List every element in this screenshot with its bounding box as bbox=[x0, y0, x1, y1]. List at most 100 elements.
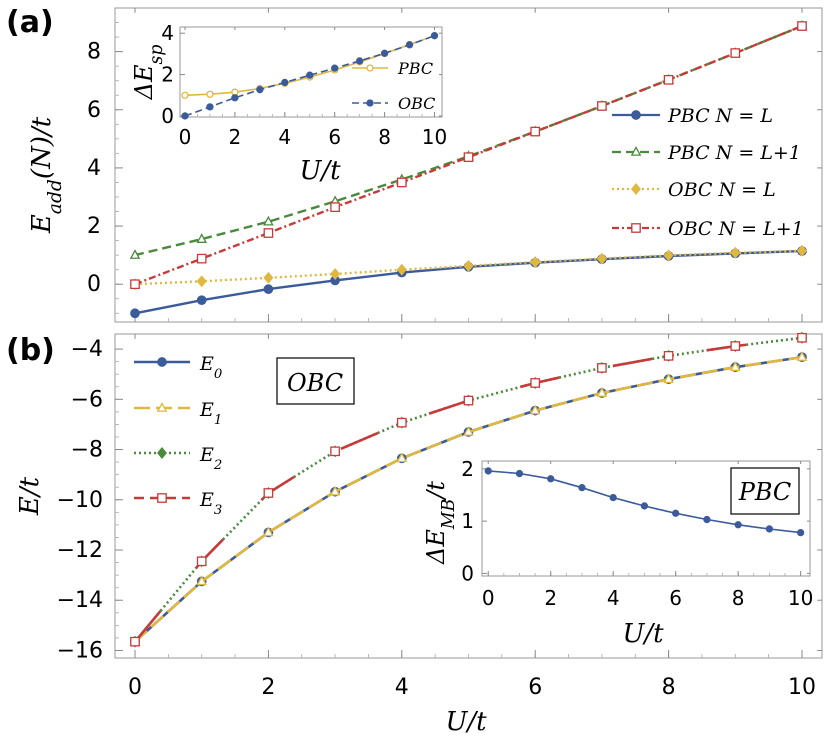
legend-label-a: PBC N = L bbox=[667, 105, 773, 127]
data-point-a-2 bbox=[196, 275, 207, 288]
x-tick-label: 0 bbox=[128, 675, 142, 700]
data-point-b-1 bbox=[396, 452, 408, 463]
data-point-a-3 bbox=[530, 126, 541, 137]
legend-a: PBC N = L PBC N = L+1 OBC N = L OBC N = L+1 bbox=[612, 105, 804, 240]
data-point-b-1 bbox=[529, 404, 541, 415]
data-point-b-1 bbox=[329, 485, 341, 496]
y-tick-label: 6 bbox=[87, 98, 101, 123]
data-point-inset-a-1 bbox=[256, 86, 264, 94]
data-point-inset-b-0 bbox=[609, 493, 617, 502]
legend-marker-b bbox=[157, 493, 167, 503]
legend-marker-a bbox=[631, 183, 641, 195]
legend-marker-b bbox=[156, 402, 168, 412]
data-point-b-1 bbox=[596, 387, 608, 397]
y-tick-label: 1 bbox=[461, 509, 474, 533]
data-point-a-2 bbox=[263, 271, 274, 284]
y-tick-label: 2 bbox=[161, 63, 174, 87]
y-axis-label-a: Eadd(N)/t bbox=[27, 116, 66, 234]
inset-legend-marker-a bbox=[366, 64, 374, 72]
data-point-inset-a-1 bbox=[206, 103, 214, 111]
data-point-a-0 bbox=[263, 284, 274, 294]
legend-label-a: OBC N = L+1 bbox=[668, 218, 804, 240]
data-point-inset-b-0 bbox=[547, 475, 555, 483]
data-point-b-3 bbox=[730, 341, 741, 351]
data-point-inset-b-0 bbox=[672, 509, 680, 517]
legend-label-b: E1 bbox=[199, 399, 222, 428]
data-point-a-3 bbox=[196, 253, 207, 264]
x-tick-label: 2 bbox=[261, 675, 275, 700]
legend-marker-b bbox=[157, 357, 167, 367]
x-tick-label: 4 bbox=[607, 586, 620, 610]
data-point-b-3 bbox=[463, 395, 474, 406]
y-tick-label: 0 bbox=[461, 561, 474, 585]
inset-legend-label-a: OBC bbox=[398, 94, 435, 113]
x-tick-label: 4 bbox=[278, 125, 291, 149]
legend-label-b: E3 bbox=[199, 489, 222, 518]
data-point-b-3 bbox=[196, 556, 207, 567]
data-point-a-2 bbox=[396, 263, 407, 276]
data-point-a-1 bbox=[129, 249, 141, 259]
data-point-a-2 bbox=[797, 244, 807, 257]
data-point-b-1 bbox=[796, 351, 808, 361]
data-point-b-3 bbox=[396, 417, 407, 428]
data-point-a-0 bbox=[130, 308, 140, 319]
inset-x-label-b: U/t bbox=[622, 619, 664, 649]
inset-legend-marker-a bbox=[366, 99, 374, 107]
data-point-a-2 bbox=[530, 256, 541, 269]
data-point-inset-a-1 bbox=[430, 32, 439, 40]
y-tick-label: −14 bbox=[57, 588, 103, 613]
data-point-b-3 bbox=[130, 636, 140, 647]
y-tick-label: 2 bbox=[87, 214, 101, 239]
data-point-a-0 bbox=[196, 295, 207, 306]
legend-marker-b bbox=[157, 447, 167, 459]
data-point-b-1 bbox=[730, 361, 741, 371]
data-point-a-3 bbox=[330, 202, 340, 213]
data-point-b-1 bbox=[463, 425, 474, 436]
x-tick-label: 4 bbox=[395, 675, 409, 700]
y-tick-label: −6 bbox=[71, 387, 103, 412]
data-point-b-1 bbox=[263, 526, 274, 537]
legend-marker-a bbox=[631, 110, 641, 120]
data-point-inset-b-0 bbox=[796, 528, 805, 537]
x-tick-label: 0 bbox=[179, 125, 192, 149]
data-point-inset-b-0 bbox=[734, 521, 742, 529]
data-point-a-3 bbox=[396, 177, 407, 188]
data-point-inset-b-0 bbox=[515, 469, 524, 478]
data-point-inset-a-1 bbox=[281, 78, 289, 87]
y-tick-label: 8 bbox=[87, 40, 101, 65]
data-point-inset-b-0 bbox=[578, 484, 586, 492]
legend-label-a: PBC N = L+1 bbox=[667, 142, 801, 164]
x-axis-label: U/t bbox=[445, 707, 487, 737]
data-point-b-1 bbox=[663, 373, 674, 384]
x-tick-label: 2 bbox=[544, 586, 557, 610]
data-point-inset-a-0 bbox=[206, 90, 214, 98]
pbc-box-label: PBC bbox=[738, 478, 792, 506]
legend-label-b: E0 bbox=[199, 353, 223, 382]
data-point-inset-b-0 bbox=[765, 525, 774, 533]
data-point-a-1 bbox=[196, 233, 207, 243]
x-tick-label: 10 bbox=[422, 125, 447, 149]
x-tick-label: 8 bbox=[378, 125, 391, 149]
data-point-a-2 bbox=[463, 259, 474, 272]
data-point-b-1 bbox=[196, 575, 207, 586]
data-point-a-2 bbox=[596, 252, 607, 265]
data-point-b-3 bbox=[797, 332, 807, 343]
data-point-inset-a-1 bbox=[380, 49, 389, 57]
series-line-a-1 bbox=[134, 24, 803, 257]
x-tick-label: 6 bbox=[528, 675, 542, 700]
data-point-inset-a-1 bbox=[331, 64, 339, 72]
y-tick-label: −4 bbox=[71, 337, 103, 362]
legend-marker-a bbox=[631, 223, 641, 233]
x-tick-label: 0 bbox=[482, 586, 495, 610]
panel-label-a: (a) bbox=[6, 5, 54, 40]
data-point-inset-a-0 bbox=[181, 91, 189, 99]
data-point-inset-b-0 bbox=[703, 515, 711, 524]
legend-label-a: OBC N = L bbox=[668, 179, 776, 201]
y-tick-label: −10 bbox=[57, 488, 103, 513]
data-point-inset-b-0 bbox=[484, 467, 492, 475]
legend-marker-a bbox=[630, 146, 642, 156]
x-tick-label: 6 bbox=[328, 125, 341, 149]
inset-x-label-a: U/t bbox=[299, 156, 341, 186]
